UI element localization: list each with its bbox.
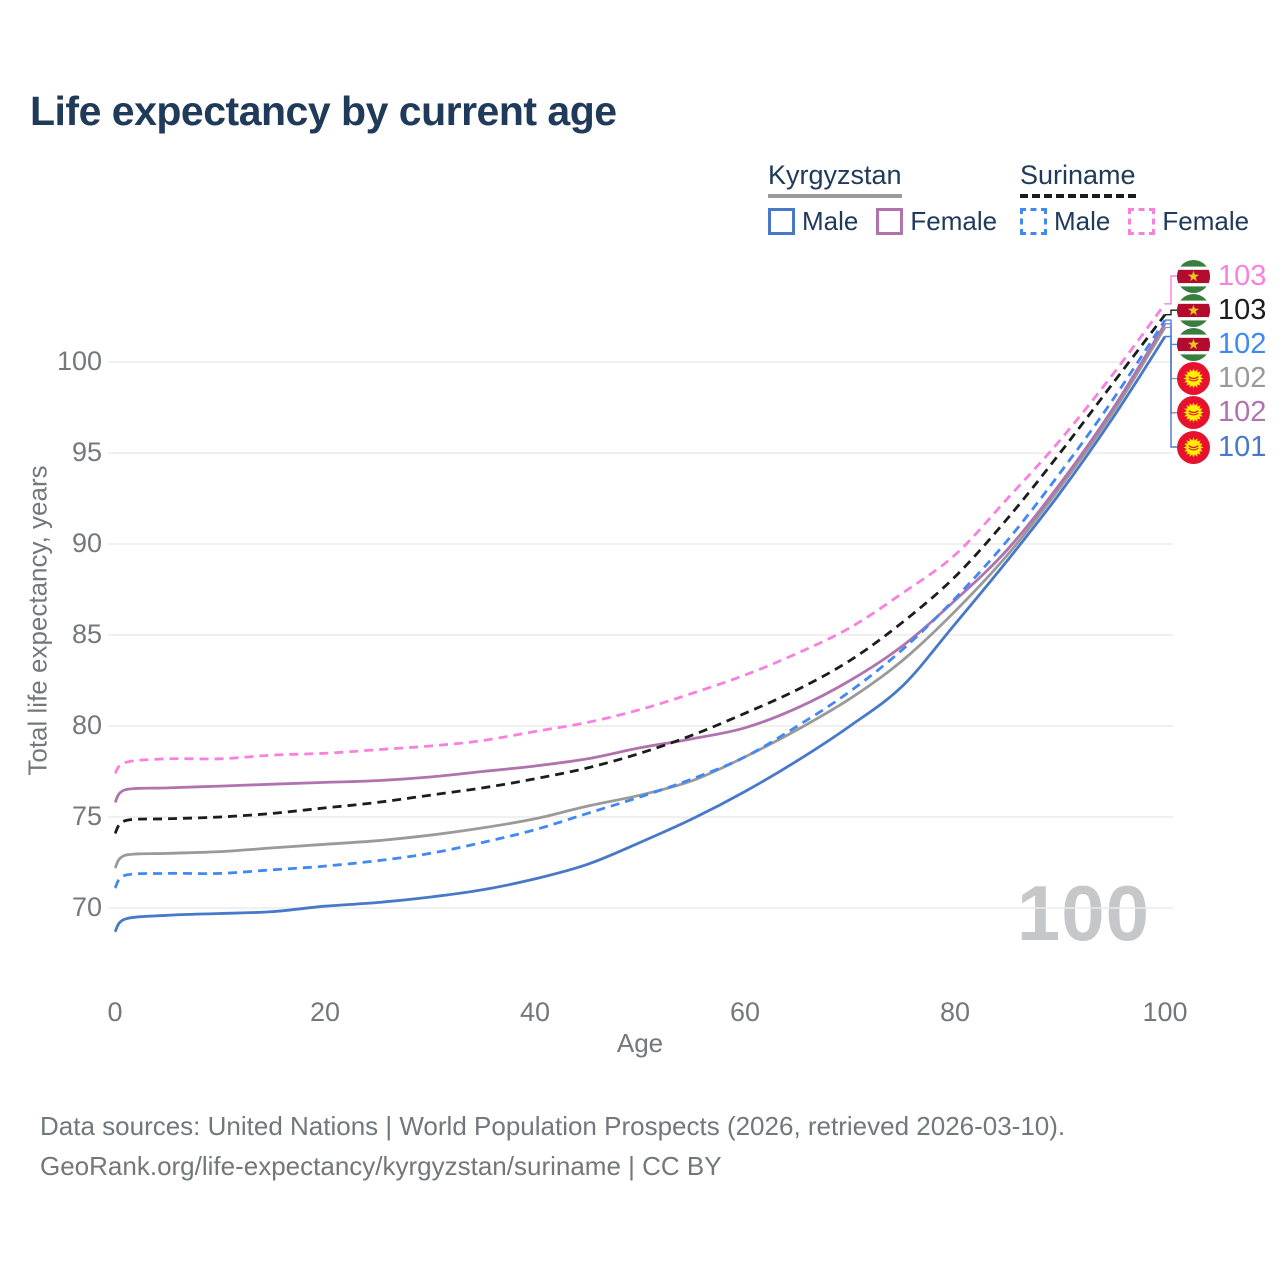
series-end-label-kyrgyzstan-male: 101 xyxy=(1177,430,1266,464)
plot-area[interactable] xyxy=(108,262,1174,990)
y-tick-label: 85 xyxy=(71,619,102,649)
legend-item-label: Female xyxy=(910,206,998,237)
legend-items-kyrgyzstan: Male Female xyxy=(768,206,997,237)
kyrgyzstan-female-swatch-icon xyxy=(876,208,904,236)
x-tick-label: 0 xyxy=(107,997,123,1027)
x-tick-label: 100 xyxy=(1142,997,1188,1027)
page-title: Life expectancy by current age xyxy=(30,88,617,134)
legend-header-suriname[interactable]: Suriname xyxy=(1020,160,1136,199)
suriname-female-swatch-icon xyxy=(1128,208,1156,236)
suriname-male-swatch-icon xyxy=(1020,208,1047,236)
legend-item-label: Female xyxy=(1162,206,1250,237)
series-end-label-suriname-male: 102 xyxy=(1177,327,1266,361)
kyrgyzstan-flag-icon xyxy=(1177,362,1210,396)
x-tick-label: 40 xyxy=(519,997,551,1027)
kyrgyzstan-male-swatch-icon xyxy=(768,208,795,236)
legend-item-suriname-male[interactable]: Male xyxy=(1020,206,1110,237)
end-value-label: 102 xyxy=(1218,327,1267,360)
legend-item-kyrgyzstan-male[interactable]: Male xyxy=(768,206,858,237)
end-value-label: 102 xyxy=(1218,362,1267,395)
x-axis-title: Age xyxy=(616,1028,664,1058)
legend-group-kyrgyzstan: Kyrgyzstan Male Female xyxy=(768,160,997,237)
end-value-label: 102 xyxy=(1218,396,1267,429)
end-value-label: 103 xyxy=(1218,293,1267,326)
kyrgyzstan-flag-icon xyxy=(1177,396,1210,430)
end-value-label: 103 xyxy=(1218,259,1267,292)
y-tick-label: 80 xyxy=(71,710,102,740)
legend-items-suriname: Male Female xyxy=(1020,206,1249,237)
y-tick-label: 100 xyxy=(56,346,102,376)
footer-data-sources: Data sources: United Nations | World Pop… xyxy=(40,1111,1066,1141)
legend-item-kyrgyzstan-female[interactable]: Female xyxy=(876,206,997,237)
x-tick-label: 60 xyxy=(729,997,761,1027)
suriname-flag-icon xyxy=(1177,259,1210,293)
footer-attribution: GeoRank.org/life-expectancy/kyrgyzstan/s… xyxy=(40,1151,722,1181)
series-end-label-suriname-total: 103 xyxy=(1177,293,1266,327)
y-tick-label: 90 xyxy=(71,528,102,558)
suriname-flag-icon xyxy=(1177,327,1210,361)
legend-item-label: Male xyxy=(1054,206,1111,237)
series-end-label-kyrgyzstan-female: 102 xyxy=(1177,396,1266,430)
footer: Data sources: United Nations | World Pop… xyxy=(40,1106,1065,1186)
suriname-flag-icon xyxy=(1177,293,1210,327)
legend-item-label: Male xyxy=(802,206,859,237)
x-tick-label: 80 xyxy=(939,997,971,1027)
kyrgyzstan-flag-icon xyxy=(1177,430,1210,464)
y-tick-label: 75 xyxy=(71,801,102,831)
x-tick-label: 20 xyxy=(309,997,341,1027)
series-end-label-kyrgyzstan-total: 102 xyxy=(1177,362,1266,396)
legend-item-suriname-female[interactable]: Female xyxy=(1128,206,1249,237)
series-end-label-suriname-female: 103 xyxy=(1177,259,1266,293)
legend-header-kyrgyzstan[interactable]: Kyrgyzstan xyxy=(768,160,902,199)
y-tick-label: 95 xyxy=(71,437,102,467)
y-tick-label: 70 xyxy=(71,892,102,922)
legend-group-suriname: Suriname Male Female xyxy=(1020,160,1249,237)
end-value-label: 101 xyxy=(1218,430,1267,463)
